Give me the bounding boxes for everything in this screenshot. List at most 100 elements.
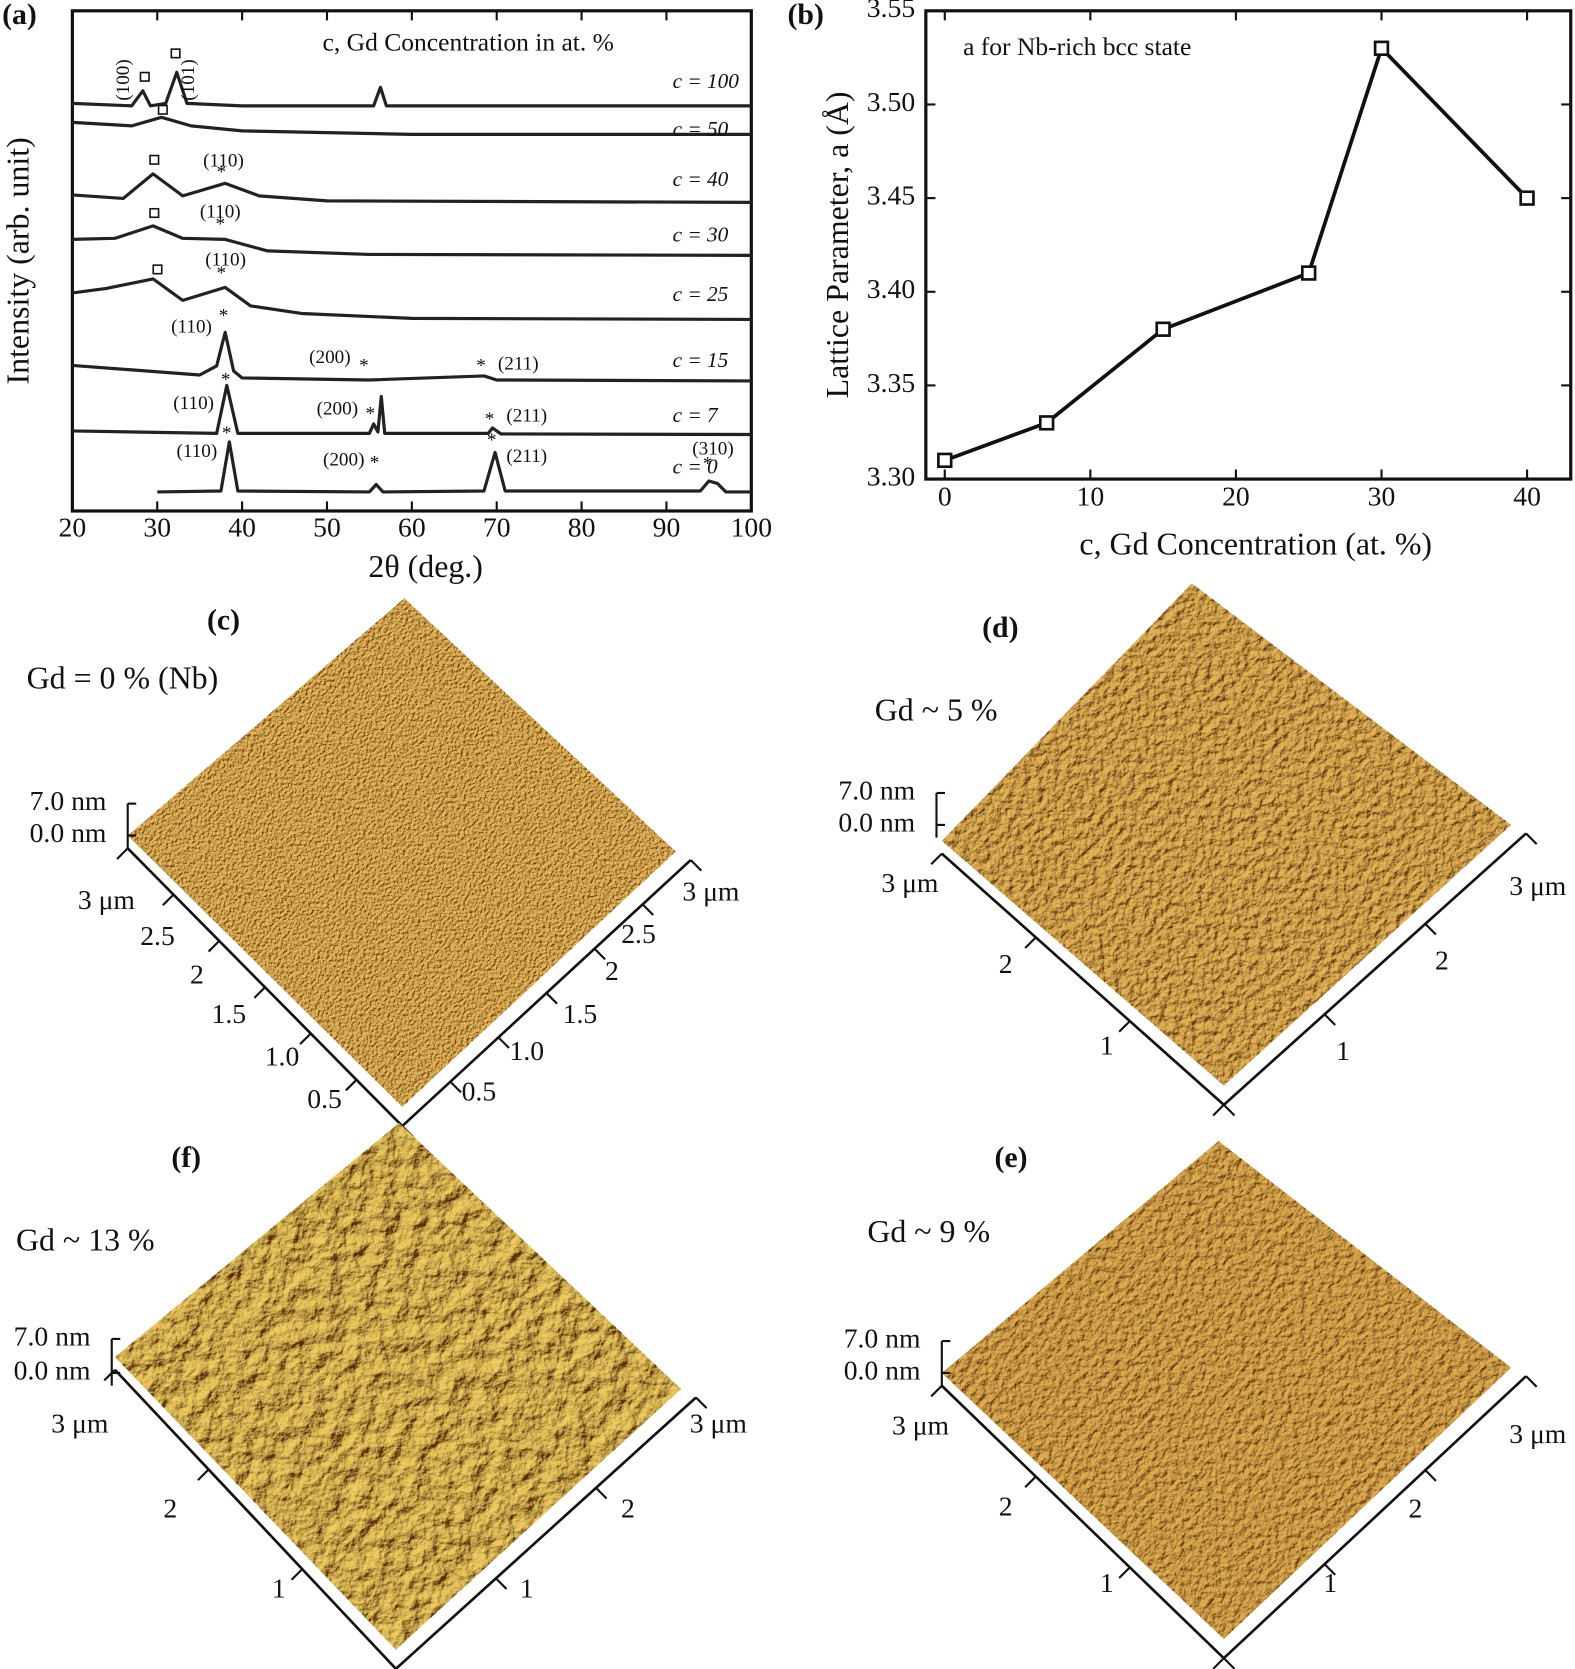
afm-axis-tick (1424, 923, 1437, 936)
xrd-curve (72, 277, 752, 322)
peak-annotation: (110) (171, 316, 212, 337)
afm-axis-tick (1223, 1104, 1236, 1117)
afm-tick-label: 1 (1100, 1030, 1114, 1061)
y-tick-label: 3.40 (867, 273, 915, 304)
afm-surface (127, 598, 676, 1107)
curve-label: c = 0 (673, 454, 718, 478)
data-point (937, 452, 953, 469)
afm-tick-label: 1 (1336, 1035, 1350, 1066)
afm-tick-label: 1 (1323, 1567, 1337, 1598)
afm-title: Gd = 0 % (Nb) (27, 661, 219, 696)
x-axis-title: 2θ (deg.) (368, 549, 483, 584)
y-tick-label: 3.55 (867, 0, 915, 23)
curve-label: c = 50 (673, 117, 729, 141)
afm-axis-tick (449, 1080, 462, 1094)
x-tick-label: 20 (1222, 481, 1250, 512)
afm-tick-label: 3 μm (682, 875, 740, 906)
afm-axis-tick (593, 947, 606, 961)
peak-annotation: (200) (323, 449, 364, 470)
afm-axis-tick (689, 859, 703, 872)
xrd-curve (72, 70, 752, 108)
data-point (1038, 415, 1055, 431)
peak-annotation: (110) (203, 150, 244, 171)
xrd-curve (157, 440, 752, 494)
afm-tick-label: 3 μm (690, 1408, 748, 1439)
x-tick-label: 40 (1513, 481, 1541, 512)
y-axis-title: Intensity (arb. unit) (1, 137, 36, 384)
scale-label: 0.0 nm (838, 806, 915, 837)
afm-axis-tick (1024, 936, 1037, 949)
xrd-curve (72, 383, 752, 437)
plot-frame (924, 9, 1573, 481)
plot-frame (70, 9, 753, 513)
afm-tick-label: 1 (1100, 1567, 1114, 1598)
afm-tick-label: 0.5 (462, 1076, 497, 1107)
afm-axis-tick (495, 1577, 508, 1590)
phase-marker (157, 104, 168, 115)
peak-annotation: (211) (506, 446, 547, 467)
panel-label: (a) (2, 0, 37, 31)
scale-label: 7.0 nm (844, 1322, 921, 1353)
peak-annotation: * (217, 162, 227, 183)
peak-annotation: * (219, 306, 229, 327)
afm-tick-label: 1.5 (563, 998, 598, 1029)
afm-axis-tick (1118, 1020, 1131, 1033)
peak-annotation: * (370, 453, 380, 474)
peak-annotation: (110) (205, 249, 246, 270)
y-tick-label: 3.50 (867, 86, 915, 117)
panel-label: (e) (994, 1141, 1027, 1174)
afm-tick-label: 2 (999, 1491, 1013, 1522)
afm-axis-tick (1223, 1657, 1236, 1669)
x-tick-label: 0 (938, 481, 952, 512)
peak-annotation: * (215, 214, 225, 235)
afm-axis-tick (1212, 1104, 1225, 1117)
afm-surface (941, 583, 1512, 1086)
afm-tick-label: 1 (520, 1572, 534, 1603)
afm-tick-label: 3 μm (892, 1410, 950, 1441)
x-tick-label: 30 (143, 511, 171, 542)
afm-axis-tick (1024, 1475, 1037, 1488)
afm-axis-tick (299, 1032, 312, 1045)
afm-tick-label: 2 (621, 1493, 635, 1524)
panel-label: (c) (207, 604, 240, 637)
peak-annotation: (100) (113, 59, 134, 100)
peak-annotation: (110) (200, 201, 241, 222)
afm-axis-tick (207, 940, 220, 953)
afm-tick-label: 2.5 (621, 918, 656, 949)
curve-label: c = 40 (673, 167, 729, 191)
peak-annotation: (110) (173, 393, 214, 414)
afm-axis-tick (162, 893, 175, 907)
afm-tick-label: 3 μm (1509, 870, 1567, 901)
xrd-curve (72, 115, 752, 136)
peak-annotation: * (476, 356, 486, 377)
afm-axis-tick (1525, 832, 1538, 845)
peak-annotation: (200) (317, 398, 358, 419)
afm-tick-label: 2 (163, 1493, 177, 1524)
scale-label: 7.0 nm (838, 774, 915, 805)
afm-tick-label: 2.5 (140, 920, 175, 951)
peak-annotation: (211) (506, 406, 547, 427)
afm-axis-tick (253, 986, 266, 999)
afm-tick-label: 1.0 (265, 1040, 300, 1071)
afm-axis-tick (497, 1036, 510, 1049)
afm-axis-tick (1118, 1566, 1131, 1579)
data-point (1373, 40, 1390, 56)
data-point (1300, 265, 1317, 281)
phase-marker (149, 154, 160, 165)
curve-label: c = 7 (673, 403, 719, 427)
afm-axis-tick (197, 1468, 210, 1481)
afm-title: Gd ~ 9 % (867, 1214, 990, 1249)
afm-tick-label: 3 μm (1509, 1418, 1567, 1449)
afm-axis-tick (1212, 1657, 1225, 1669)
x-tick-label: 10 (1077, 481, 1105, 512)
data-line (944, 44, 1529, 463)
y-tick-label: 3.35 (867, 367, 915, 398)
afm-tick-label: 2 (999, 948, 1013, 979)
peak-annotation: (110) (177, 441, 218, 462)
panel-title: a for Nb-rich bcc state (963, 32, 1191, 61)
afm-tick-label: 2 (1408, 1493, 1422, 1524)
afm-surface (941, 1140, 1512, 1640)
afm-tick-label: 3 μm (881, 867, 939, 898)
phase-marker (152, 264, 163, 275)
